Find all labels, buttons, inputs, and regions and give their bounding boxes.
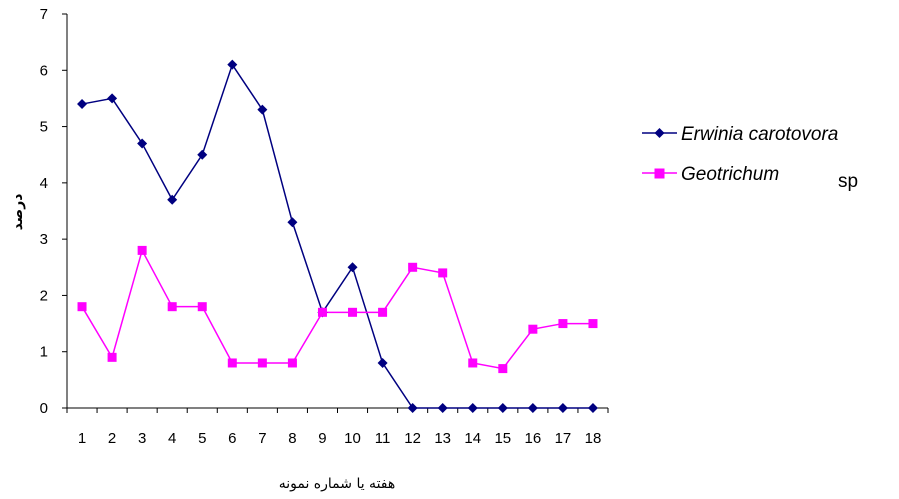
x-tick-label: 17 [555, 430, 572, 447]
data-point-series-1 [107, 93, 118, 104]
legend-label-geotrichum-suffix: sp [838, 171, 858, 192]
x-tick-label: 11 [375, 430, 391, 447]
data-point-series-2 [588, 319, 598, 329]
axes [62, 13, 609, 413]
x-tick-label: 18 [585, 430, 602, 447]
data-point-series-1 [407, 403, 418, 413]
legend-marker-geotrichum [654, 168, 665, 179]
series-lines [81, 62, 593, 409]
series-line-2 [81, 248, 593, 370]
y-axis-title: درصد [10, 194, 26, 231]
data-point-series-2 [137, 245, 147, 255]
data-point-series-1 [587, 403, 598, 413]
data-point-series-1 [437, 403, 448, 413]
y-tick-label: 3 [40, 231, 48, 248]
x-tick-label: 3 [138, 430, 146, 447]
x-tick-label: 10 [344, 430, 361, 447]
data-point-series-2 [408, 262, 418, 272]
data-point-series-1 [227, 59, 238, 70]
x-tick-labels: 1 2 3 4 5 6 7 8 9 10 11 12 13 14 15 16 17 18 [78, 430, 601, 447]
x-tick-label: 14 [464, 430, 481, 447]
data-point-series-1 [197, 149, 208, 160]
x-tick-label: 16 [525, 430, 542, 447]
x-tick-label: 9 [318, 430, 326, 447]
x-tick-label: 13 [434, 430, 451, 447]
y-tick-labels: 0 1 2 3 4 5 6 7 [40, 6, 48, 417]
y-tick-label: 5 [40, 119, 48, 136]
data-point-series-2 [197, 302, 207, 312]
legend-marker-erwinia [654, 128, 665, 138]
data-point-series-2 [498, 364, 508, 374]
x-tick-label: 5 [198, 430, 206, 447]
data-point-series-1 [287, 217, 298, 228]
data-point-series-2 [287, 358, 297, 368]
data-point-series-1 [137, 138, 148, 149]
data-point-series-2 [77, 302, 87, 312]
data-point-series-2 [227, 358, 237, 368]
x-tick-label: 2 [108, 430, 116, 447]
data-point-series-1 [257, 104, 268, 115]
data-point-series-1 [77, 99, 88, 110]
legend: Erwinia carotovora Geotrichum sp [642, 124, 858, 192]
x-tick-label: 6 [228, 430, 236, 447]
y-tick-label: 0 [40, 400, 48, 417]
legend-label-geotrichum: Geotrichum [681, 164, 779, 185]
data-point-series-2 [348, 307, 358, 317]
x-tick-label: 12 [404, 430, 421, 447]
x-tick-label: 4 [168, 430, 176, 447]
y-tick-label: 7 [40, 6, 48, 23]
data-point-series-2 [528, 324, 538, 334]
y-tick-label: 4 [40, 175, 48, 192]
data-point-series-2 [468, 358, 478, 368]
data-point-series-2 [257, 358, 267, 368]
data-point-series-1 [467, 403, 478, 413]
legend-label-erwinia: Erwinia carotovora [681, 124, 838, 145]
x-axis-title: هفته یا شماره نمونه [279, 476, 396, 492]
data-point-series-2 [167, 302, 177, 312]
x-tick-label: 8 [288, 430, 296, 447]
x-tick-label: 7 [258, 430, 266, 447]
data-point-series-2 [558, 319, 568, 329]
data-point-series-2 [317, 307, 327, 317]
y-tick-label: 6 [40, 62, 48, 79]
data-point-series-1 [527, 403, 538, 413]
data-point-series-1 [557, 403, 568, 413]
data-point-series-2 [378, 307, 388, 317]
x-tick-label: 1 [78, 430, 86, 447]
data-point-series-1 [167, 194, 178, 205]
data-point-series-2 [438, 268, 448, 278]
data-point-series-1 [347, 262, 358, 273]
series-line-1 [81, 62, 593, 409]
y-tick-label: 1 [40, 344, 48, 361]
data-point-series-1 [497, 403, 508, 413]
data-point-series-1 [377, 357, 388, 368]
data-point-series-2 [107, 352, 117, 362]
series-markers [77, 59, 598, 413]
y-tick-label: 2 [40, 287, 48, 304]
x-tick-label: 15 [494, 430, 511, 447]
